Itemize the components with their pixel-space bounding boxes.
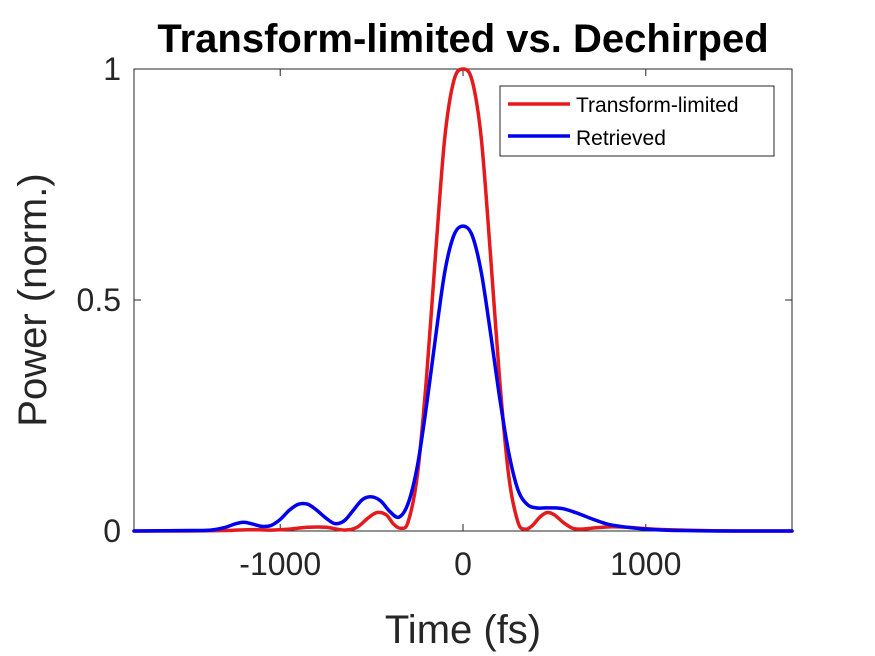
y-axis-label: Power (norm.) xyxy=(11,173,55,426)
series-group xyxy=(132,67,794,533)
x-axis: -1000 0 1000 xyxy=(239,69,681,582)
plot-area: -1000 0 1000 00.51 xyxy=(77,51,794,582)
y-axis: 00.51 xyxy=(77,51,792,549)
series-line-transform-limited xyxy=(132,67,794,533)
x-tick-label: -1000 xyxy=(239,546,321,582)
legend-box xyxy=(499,85,775,157)
chart-title: Transform-limited vs. Dechirped xyxy=(157,17,768,61)
y-tick-label: 0 xyxy=(103,513,121,549)
legend-entry-retrieved: Retrieved xyxy=(576,127,666,150)
x-tick-label: 1000 xyxy=(610,546,681,582)
series-line-retrieved xyxy=(132,224,794,533)
legend-entry-transform-limited: Transform-limited xyxy=(576,94,739,117)
y-tick-label: 1 xyxy=(103,51,121,87)
y-tick-label: 0.5 xyxy=(77,282,121,318)
x-tick-label: 0 xyxy=(454,546,472,582)
x-axis-label: Time (fs) xyxy=(385,608,541,652)
legend: Transform-limited Retrieved xyxy=(499,85,775,157)
